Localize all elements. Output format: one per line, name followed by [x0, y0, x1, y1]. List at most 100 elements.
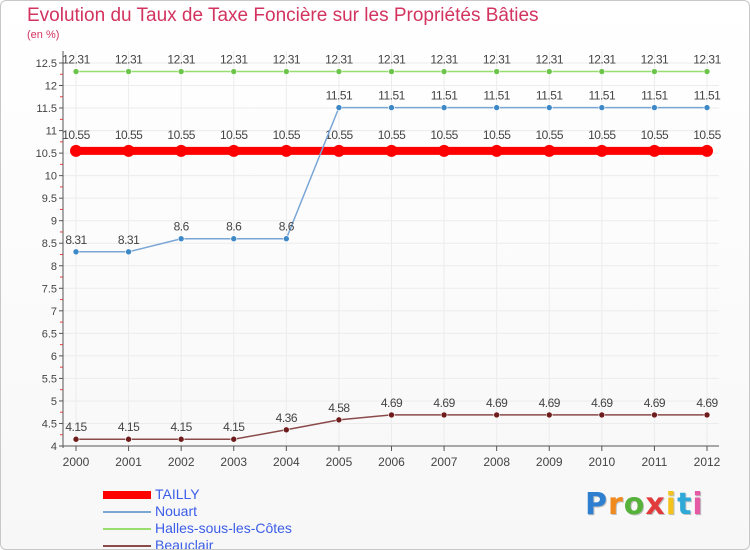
data-label: 12.31: [325, 53, 353, 67]
x-tick-label: 2004: [273, 455, 300, 469]
y-tick-label: 6: [51, 351, 57, 363]
data-label: 4.15: [170, 420, 192, 434]
data-point: [598, 104, 606, 111]
data-point: [72, 435, 80, 443]
data-label: 10.55: [62, 128, 90, 142]
data-label: 10.55: [378, 128, 406, 142]
legend-swatch: [103, 490, 151, 499]
data-point: [125, 248, 132, 256]
legend-swatch: [103, 510, 151, 513]
x-tick-label: 2011: [642, 455, 668, 469]
data-label: 4.69: [539, 396, 561, 410]
data-label: 10.55: [220, 128, 248, 142]
y-tick-label: 8: [51, 261, 57, 273]
x-tick-label: 2008: [483, 455, 510, 469]
data-label: 11.51: [694, 89, 721, 103]
data-label: 12.31: [641, 53, 669, 67]
legend-swatch: [103, 544, 151, 547]
data-label: 10.55: [325, 128, 353, 142]
data-point: [388, 104, 395, 111]
data-label: 10.55: [483, 128, 511, 142]
data-point: [175, 144, 188, 157]
data-label: 12.31: [115, 53, 143, 67]
data-label: 4.15: [223, 420, 245, 434]
data-label: 11.51: [431, 89, 458, 103]
x-tick-label: 2001: [115, 455, 142, 469]
data-point: [125, 68, 132, 75]
data-label: 10.55: [588, 128, 616, 142]
data-label: 10.55: [167, 128, 195, 142]
data-label: 4.69: [381, 396, 403, 410]
data-point: [648, 144, 661, 157]
data-point: [177, 235, 185, 243]
data-label: 4.69: [486, 396, 508, 410]
logo-letter: t: [677, 487, 693, 522]
data-label: 4.69: [696, 396, 718, 410]
y-tick-label: 11.5: [36, 103, 57, 115]
legend-label: Nouart: [155, 503, 198, 519]
legend-label: TAILLY: [155, 486, 200, 502]
data-point: [595, 144, 608, 157]
data-point: [388, 411, 395, 419]
data-label: 4.15: [118, 420, 140, 434]
x-tick-label: 2005: [326, 455, 353, 469]
data-label: 4.69: [591, 396, 613, 410]
data-point: [335, 104, 343, 111]
y-tick-label: 7: [51, 306, 57, 318]
x-tick-label: 2006: [378, 455, 405, 469]
data-point: [283, 426, 290, 434]
data-label: 12.31: [535, 53, 563, 67]
data-point: [493, 411, 500, 419]
data-label: 4.58: [328, 401, 350, 415]
legend-item-halles: Halles-sous-les-Côtes: [103, 520, 292, 537]
legend-item-nouart: Nouart: [103, 503, 292, 520]
data-point: [440, 68, 448, 75]
data-point: [440, 411, 448, 419]
data-point: [703, 104, 711, 111]
y-tick-label: 6.5: [42, 328, 57, 340]
data-point: [493, 104, 500, 111]
logo-letter: o: [623, 487, 646, 522]
legend-item-tailly: TAILLY: [103, 486, 292, 503]
data-label: 11.51: [326, 89, 353, 103]
data-point: [703, 411, 711, 419]
data-point: [122, 144, 135, 157]
proxiti-logo: Proxiti: [585, 487, 704, 522]
data-point: [701, 144, 713, 157]
data-point: [703, 68, 711, 75]
y-tick-label: 10: [45, 171, 57, 183]
logo-letter: P: [585, 487, 608, 522]
data-point: [598, 411, 606, 419]
x-tick-label: 2007: [431, 455, 458, 469]
data-point: [598, 68, 606, 75]
data-label: 10.55: [535, 128, 563, 142]
data-point: [545, 68, 553, 75]
data-point: [227, 144, 240, 157]
logo-letter: i: [692, 487, 704, 522]
x-tick-label: 2003: [220, 455, 247, 469]
y-tick-label: 12: [45, 81, 57, 93]
data-point: [651, 411, 658, 419]
data-label: 12.31: [378, 53, 406, 67]
y-tick-label: 11: [46, 126, 57, 138]
data-label: 8.6: [279, 220, 295, 234]
data-label: 11.51: [641, 89, 668, 103]
data-point: [388, 68, 395, 75]
data-point: [493, 68, 500, 75]
data-point: [651, 104, 658, 111]
y-unit-label: (en %): [27, 29, 60, 41]
y-tick-label: 4: [51, 441, 57, 453]
y-tick-label: 10.5: [36, 148, 57, 160]
y-tick-label: 12.5: [36, 58, 57, 70]
data-label: 11.51: [378, 89, 405, 103]
data-point: [230, 68, 238, 75]
data-label: 12.31: [693, 53, 721, 67]
data-point: [490, 144, 503, 157]
data-point: [72, 248, 80, 256]
y-tick-label: 5: [51, 396, 57, 408]
data-point: [72, 68, 80, 75]
data-point: [177, 435, 185, 443]
data-point: [543, 144, 556, 157]
